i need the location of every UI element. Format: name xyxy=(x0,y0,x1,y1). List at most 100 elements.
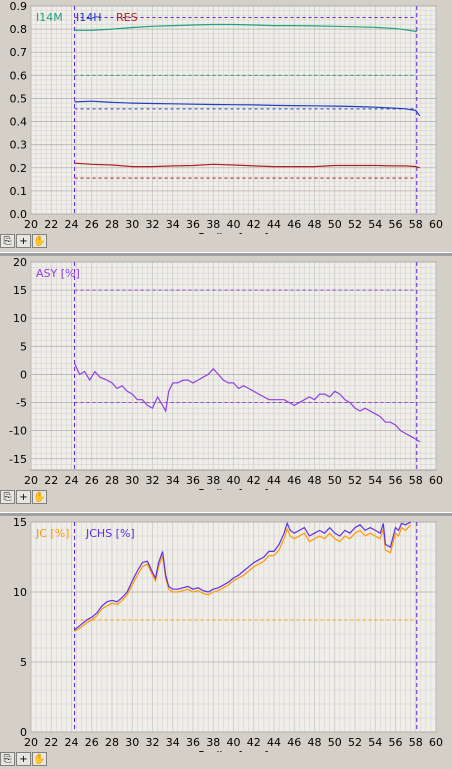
y-tick-label: 0.6 xyxy=(10,69,28,82)
x-tick-label: 22 xyxy=(44,736,58,749)
x-tick-label: 52 xyxy=(348,218,362,231)
x-tick-label: 42 xyxy=(247,218,261,231)
y-tick-label: 0.1 xyxy=(10,185,28,198)
x-tick-label: 20 xyxy=(24,474,38,487)
x-axis-label: Radius [mm] xyxy=(198,487,268,490)
x-tick-label: 38 xyxy=(206,474,220,487)
x-tick-label: 38 xyxy=(206,736,220,749)
series-line-asy xyxy=(73,362,421,443)
x-tick-label: 38 xyxy=(206,218,220,231)
panel-splitter[interactable] xyxy=(0,512,452,516)
x-tick-label: 34 xyxy=(166,736,180,749)
x-tick-label: 56 xyxy=(389,736,403,749)
series-line-jchs xyxy=(74,521,411,631)
hand-pan-icon[interactable]: ✋ xyxy=(32,234,47,248)
chart-panel-intensities: I14M I14H RES 0.0 0.1 0.2 0.3 0.4 0.5 0.6 0.7 0.8 0.… xyxy=(0,0,452,250)
x-tick-label: 50 xyxy=(328,218,342,231)
x-tick-label: 58 xyxy=(409,218,423,231)
chart-panel-jitter: JC [%] JCHS [%] 0 5 10 15 20 22 24 26 28 30 32 34 36 38… xyxy=(0,516,452,769)
x-tick-label: 60 xyxy=(429,218,443,231)
x-tick-label: 24 xyxy=(65,474,79,487)
legend-entry: JCHS [%] xyxy=(85,527,135,540)
y-tick-label: -15 xyxy=(9,453,27,466)
x-tick-label: 28 xyxy=(105,736,119,749)
hand-pan-icon[interactable]: ✋ xyxy=(32,490,47,504)
grid xyxy=(30,5,437,215)
y-tick-label: 10 xyxy=(13,586,27,599)
series-line-res xyxy=(74,162,420,169)
hand-pan-icon[interactable]: ✋ xyxy=(32,752,47,766)
x-tick-label: 54 xyxy=(368,218,382,231)
x-tick-label: 46 xyxy=(287,218,301,231)
x-tick-label: 22 xyxy=(44,218,58,231)
y-tick-label: 0.0 xyxy=(10,208,28,221)
x-tick-label: 36 xyxy=(186,474,200,487)
x-tick-label: 28 xyxy=(105,218,119,231)
x-tick-label: 56 xyxy=(389,474,403,487)
y-tick-label: 0.8 xyxy=(10,23,28,36)
x-tick-label: 26 xyxy=(85,218,99,231)
chart-toolbar: ⎘ + ✋ xyxy=(0,490,47,506)
x-tick-label: 26 xyxy=(85,736,99,749)
legend-entry: RES xyxy=(116,11,138,24)
x-axis-label: Radius [mm] xyxy=(198,231,268,234)
x-tick-label: 58 xyxy=(409,474,423,487)
asymmetry-chart[interactable]: ASY [%] -15 -10 -5 0 5 10 15 20 20 22 24 26 28 30 32 34 3… xyxy=(0,256,452,490)
x-tick-label: 48 xyxy=(308,736,322,749)
x-tick-label: 40 xyxy=(227,736,241,749)
legend-entry: JC [%] xyxy=(35,527,69,540)
x-tick-label: 34 xyxy=(166,218,180,231)
x-tick-label: 60 xyxy=(429,736,443,749)
x-tick-label: 46 xyxy=(287,474,301,487)
x-tick-label: 36 xyxy=(186,736,200,749)
x-tick-label: 44 xyxy=(267,736,281,749)
x-tick-label: 52 xyxy=(348,736,362,749)
legend-entry: ASY [%] xyxy=(36,267,80,280)
y-tick-label: 0 xyxy=(20,368,27,381)
x-tick-label: 30 xyxy=(125,736,139,749)
y-tick-label: 0.5 xyxy=(10,92,28,105)
y-tick-label: 0.2 xyxy=(10,162,28,175)
x-tick-label: 60 xyxy=(429,474,443,487)
grid xyxy=(30,521,437,733)
x-tick-label: 44 xyxy=(267,474,281,487)
x-tick-label: 52 xyxy=(348,474,362,487)
x-tick-label: 24 xyxy=(65,736,79,749)
panel-splitter[interactable] xyxy=(0,252,452,256)
crosshair-icon[interactable]: + xyxy=(16,490,31,504)
y-tick-label: -5 xyxy=(16,397,27,410)
y-tick-label: 5 xyxy=(20,656,27,669)
x-tick-label: 50 xyxy=(328,736,342,749)
y-tick-label: 15 xyxy=(13,516,27,529)
y-tick-label: 0.9 xyxy=(10,0,28,13)
series-line-jc xyxy=(74,524,412,632)
crosshair-icon[interactable]: + xyxy=(16,234,31,248)
x-tick-label: 42 xyxy=(247,736,261,749)
y-tick-label: 20 xyxy=(13,256,27,269)
x-tick-label: 40 xyxy=(227,218,241,231)
x-tick-label: 50 xyxy=(328,474,342,487)
x-tick-label: 30 xyxy=(125,474,139,487)
x-tick-label: 54 xyxy=(368,736,382,749)
x-tick-label: 22 xyxy=(44,474,58,487)
pin-icon[interactable]: ⎘ xyxy=(0,234,15,248)
x-tick-label: 48 xyxy=(308,218,322,231)
pin-icon[interactable]: ⎘ xyxy=(0,490,15,504)
y-tick-label: 0.7 xyxy=(10,46,28,59)
x-tick-label: 54 xyxy=(368,474,382,487)
chart-toolbar: ⎘ + ✋ xyxy=(0,234,47,250)
y-tick-label: -10 xyxy=(9,425,27,438)
x-tick-label: 32 xyxy=(146,218,160,231)
chart-toolbar: ⎘ + ✋ xyxy=(0,752,47,768)
pin-icon[interactable]: ⎘ xyxy=(0,752,15,766)
x-tick-label: 34 xyxy=(166,474,180,487)
x-tick-label: 32 xyxy=(146,474,160,487)
jitter-chart[interactable]: JC [%] JCHS [%] 0 5 10 15 20 22 24 26 28 30 32 34 36 38… xyxy=(0,516,452,752)
crosshair-icon[interactable]: + xyxy=(16,752,31,766)
legend-entry: I14M xyxy=(36,11,63,24)
legend-entry: I14H xyxy=(76,11,102,24)
intensity-chart[interactable]: I14M I14H RES 0.0 0.1 0.2 0.3 0.4 0.5 0.6 0.7 0.8 0.… xyxy=(0,0,452,234)
chart-panel-asymmetry: ASY [%] -15 -10 -5 0 5 10 15 20 20 22 24 26 28 30 32 34 3… xyxy=(0,256,452,511)
x-tick-label: 20 xyxy=(24,736,38,749)
